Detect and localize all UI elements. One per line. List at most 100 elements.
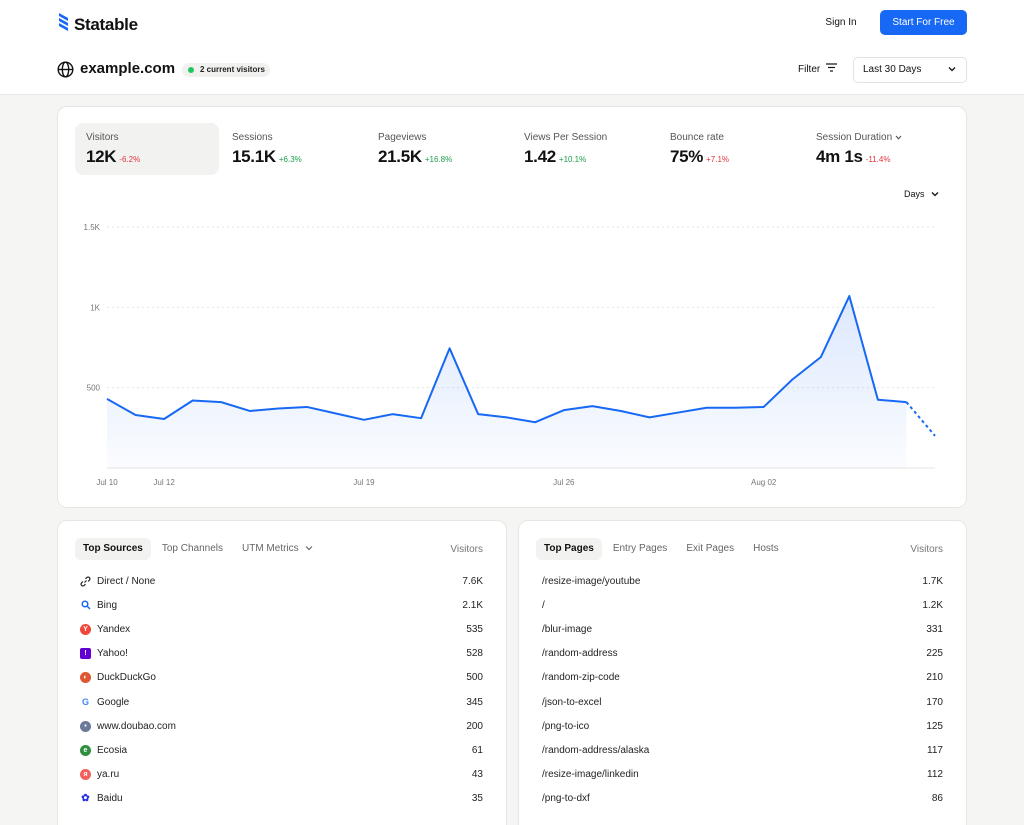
page-path: /resize-image/linkedin [542, 769, 639, 781]
page-value: 170 [926, 696, 943, 708]
visitors-chart: 1.5K 1K 500 Jul 10 Jul 12 Jul 19 Jul 26 Aug 02 [84, 223, 936, 487]
list-item[interactable]: G Google 345 [80, 690, 483, 714]
source-name: www.doubao.com [97, 720, 176, 732]
list-item[interactable]: /random-address/alaska 117 [542, 738, 943, 762]
data-point [790, 378, 794, 382]
tab-entry-pages[interactable]: Entry Pages [612, 543, 668, 554]
source-value: 345 [466, 696, 483, 708]
data-point [676, 411, 680, 415]
data-point [191, 399, 195, 403]
list-item[interactable]: ✿ Baidu 35 [80, 787, 483, 811]
header: Statable Sign In Start For Free example.… [0, 0, 1024, 95]
metric-change: +16.8% [424, 155, 453, 164]
pages-list: /resize-image/youtube 1.7K / 1.2K /blur-im… [542, 569, 943, 811]
y-tick-label: 1K [90, 303, 100, 312]
logo[interactable]: Statable [57, 13, 138, 36]
interval-select[interactable]: Days [904, 189, 939, 199]
metric-value: 75% [670, 147, 704, 166]
tab-top-sources[interactable]: Top Sources [75, 538, 151, 560]
tab-top-channels[interactable]: Top Channels [161, 543, 223, 554]
list-item[interactable]: • www.doubao.com 200 [80, 714, 483, 738]
source-value: 61 [471, 744, 483, 756]
doubao-icon: • [80, 720, 91, 732]
data-point [819, 355, 823, 359]
list-item[interactable]: ◐ DuckDuckGo 500 [80, 666, 483, 690]
metric-bounce-rate[interactable]: Bounce rate 75% +7.1% [659, 123, 803, 175]
sign-in-link[interactable]: Sign In [825, 17, 857, 28]
data-point [448, 346, 452, 350]
chevron-down-icon [895, 132, 902, 143]
tab-exit-pages[interactable]: Exit Pages [686, 543, 735, 554]
page-value: 1.7K [922, 575, 943, 587]
source-value: 43 [471, 769, 483, 781]
data-point [333, 411, 337, 415]
list-item[interactable]: Y Yandex 535 [80, 617, 483, 641]
metric-visitors[interactable]: Visitors 12K -6.2% [75, 123, 219, 175]
series-line [106, 295, 907, 424]
sources-column-header: Visitors [450, 544, 483, 555]
list-item[interactable]: Bing 2.1K [80, 593, 483, 617]
list-item[interactable]: /resize-image/linkedin 112 [542, 763, 943, 787]
chevron-down-icon [931, 189, 939, 199]
data-point [305, 405, 309, 409]
list-item[interactable]: /json-to-excel 170 [542, 690, 943, 714]
metric-sessions[interactable]: Sessions 15.1K +6.3% [221, 123, 365, 175]
list-item[interactable]: /random-address 225 [542, 642, 943, 666]
top-nav: Statable Sign In Start For Free [0, 0, 1024, 46]
data-point [705, 406, 709, 410]
ecosia-icon: e [80, 744, 91, 756]
start-for-free-button[interactable]: Start For Free [880, 10, 967, 35]
page-value: 125 [926, 720, 943, 732]
filter-icon [826, 63, 838, 75]
interval-value: Days [904, 189, 925, 199]
page-path: /random-address [542, 648, 618, 660]
data-point [876, 398, 880, 402]
brand-name: Statable [74, 14, 138, 34]
list-item[interactable]: /png-to-dxf 86 [542, 787, 943, 811]
metric-label: Session Duration [816, 132, 893, 143]
data-point [476, 412, 480, 416]
list-item[interactable]: ! Yahoo! 528 [80, 642, 483, 666]
link-icon [80, 576, 91, 587]
source-value: 2.1K [462, 599, 483, 611]
page-path: /random-address/alaska [542, 744, 650, 756]
tab-hosts[interactable]: Hosts [753, 543, 779, 554]
list-item[interactable]: /random-zip-code 210 [542, 666, 943, 690]
site-domain[interactable]: example.com [80, 60, 176, 77]
data-point [419, 416, 423, 420]
data-point [733, 406, 737, 410]
duckduckgo-icon: ◐ [80, 672, 91, 684]
list-item[interactable]: e Ecosia 61 [80, 738, 483, 762]
list-item[interactable]: Direct / None 7.6K [80, 569, 483, 593]
metric-value: 4m 1s [816, 147, 863, 166]
list-item[interactable]: /resize-image/youtube 1.7K [542, 569, 943, 593]
list-item[interactable]: / 1.2K [542, 593, 943, 617]
sources-list: Direct / None 7.6K Bing 2.1K Y Yandex 535… [80, 569, 483, 811]
list-item[interactable]: /png-to-ico 125 [542, 714, 943, 738]
source-value: 500 [466, 672, 483, 684]
date-range-select[interactable]: Last 30 Days [853, 57, 967, 83]
live-dot-icon [188, 67, 194, 73]
data-point [590, 404, 594, 408]
data-point [647, 415, 651, 419]
metric-change: +6.3% [278, 155, 302, 164]
pages-panel: Top Pages Entry Pages Exit Pages Hosts V… [518, 520, 967, 825]
metric-pageviews[interactable]: Pageviews 21.5K +16.8% [367, 123, 511, 175]
sources-tabs: Top Sources Top Channels UTM Metrics [75, 538, 321, 560]
list-item[interactable]: я ya.ru 43 [80, 763, 483, 787]
data-point [762, 405, 766, 409]
tab-top-pages[interactable]: Top Pages [536, 538, 602, 560]
globe-icon [57, 61, 74, 83]
page-path: /json-to-excel [542, 696, 602, 708]
metric-views-per-session[interactable]: Views Per Session 1.42 +10.1% [513, 123, 657, 175]
data-point [162, 417, 166, 421]
current-visitors-badge: 2 current visitors [182, 63, 270, 77]
yahoo-icon: ! [80, 648, 91, 660]
filter-button[interactable]: Filter [798, 63, 838, 75]
tab-utm-metrics[interactable]: UTM Metrics [234, 538, 321, 560]
data-point [219, 400, 223, 404]
data-point [505, 415, 509, 419]
source-value: 35 [471, 793, 483, 805]
list-item[interactable]: /blur-image 331 [542, 617, 943, 641]
metric-session-duration[interactable]: Session Duration 4m 1s -11.4% [805, 123, 949, 175]
